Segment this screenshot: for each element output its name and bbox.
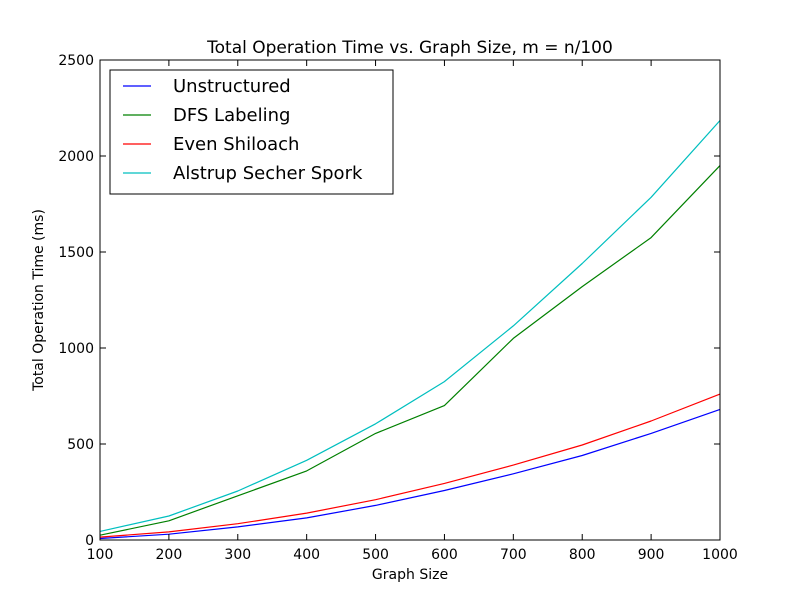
series-line-even-shiloach <box>99 393 721 538</box>
series-line-alstrup-secher-spork <box>99 120 721 532</box>
legend-box <box>109 69 394 195</box>
y-axis-title: Total Operation Time (ms) <box>31 209 47 392</box>
y-tick-label: 0 <box>85 533 94 549</box>
ticks-layer: 100 200 300 400 500 600 700 800 900 1000 0 500 1000 1… <box>58 53 737 563</box>
series-line-dfs-labeling <box>99 165 721 536</box>
plot-frame <box>99 59 721 541</box>
y-tick-label: 500 <box>67 437 94 453</box>
y-tick-label: 2500 <box>58 53 94 69</box>
y-tick-label: 1000 <box>58 341 94 357</box>
y-tick-label: 1500 <box>58 245 94 261</box>
chart-title: Total Operation Time vs. Graph Size, m =… <box>206 38 613 58</box>
x-tick-label: 200 <box>156 547 183 563</box>
x-tick-label: 700 <box>500 547 527 563</box>
x-tick-label: 500 <box>362 547 389 563</box>
y-tick-label: 2000 <box>58 149 94 165</box>
legend-label-even-shiloach: Even Shiloach <box>173 134 299 155</box>
x-tick-label: 400 <box>293 547 320 563</box>
x-tick-label: 100 <box>87 547 114 563</box>
x-axis-title: Graph Size <box>372 567 448 583</box>
x-tick-label: 300 <box>224 547 251 563</box>
legend: Unstructured DFS Labeling Even Shiloach Als… <box>109 69 394 195</box>
legend-label-unstructured: Unstructured <box>173 76 291 97</box>
x-tick-label: 800 <box>569 547 596 563</box>
x-tick-label: 900 <box>638 547 665 563</box>
legend-label-alstrup-secher-spork: Alstrup Secher Spork <box>173 163 363 184</box>
x-tick-label: 600 <box>431 547 458 563</box>
x-tick-label: 1000 <box>702 547 738 563</box>
series-line-unstructured <box>99 408 721 540</box>
series-layer <box>99 120 721 540</box>
legend-label-dfs-labeling: DFS Labeling <box>173 105 290 126</box>
